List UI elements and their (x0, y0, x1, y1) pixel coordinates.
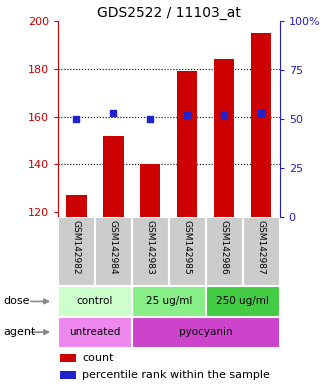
Text: control: control (77, 296, 113, 306)
Text: GSM142982: GSM142982 (72, 220, 81, 275)
Text: GSM142983: GSM142983 (146, 220, 155, 275)
Point (111, 110, 116, 116)
Bar (58, 317, 132, 348)
Text: GSM142985: GSM142985 (183, 220, 192, 275)
Bar (58, 286, 132, 317)
Bar (58, 217, 95, 286)
Text: 250 ug/ml: 250 ug/ml (216, 296, 269, 306)
Point (221, 112, 227, 118)
Bar (214, 60, 234, 217)
Bar (132, 317, 280, 348)
Bar (206, 286, 280, 317)
Bar (132, 286, 206, 317)
Point (259, 110, 264, 116)
Bar (60, 371, 76, 379)
Text: count: count (82, 353, 114, 363)
Bar (103, 136, 123, 217)
Text: agent: agent (3, 327, 36, 337)
Bar (60, 354, 76, 362)
Bar (206, 217, 243, 286)
Text: GSM142987: GSM142987 (257, 220, 266, 275)
Point (148, 116, 153, 122)
Text: pyocyanin: pyocyanin (179, 327, 233, 337)
Text: percentile rank within the sample: percentile rank within the sample (82, 369, 270, 379)
Text: GSM142986: GSM142986 (220, 220, 229, 275)
Bar (169, 217, 206, 286)
Text: 25 ug/ml: 25 ug/ml (146, 296, 192, 306)
Bar (140, 164, 161, 217)
Point (74, 116, 79, 122)
Text: untreated: untreated (69, 327, 120, 337)
Bar (95, 217, 132, 286)
Bar (132, 217, 169, 286)
Point (185, 112, 190, 118)
Bar (251, 33, 271, 217)
Text: dose: dose (3, 296, 30, 306)
Bar (177, 71, 198, 217)
Text: GSM142984: GSM142984 (109, 220, 118, 275)
Title: GDS2522 / 11103_at: GDS2522 / 11103_at (97, 6, 241, 20)
Bar (243, 217, 280, 286)
Bar (66, 195, 87, 217)
